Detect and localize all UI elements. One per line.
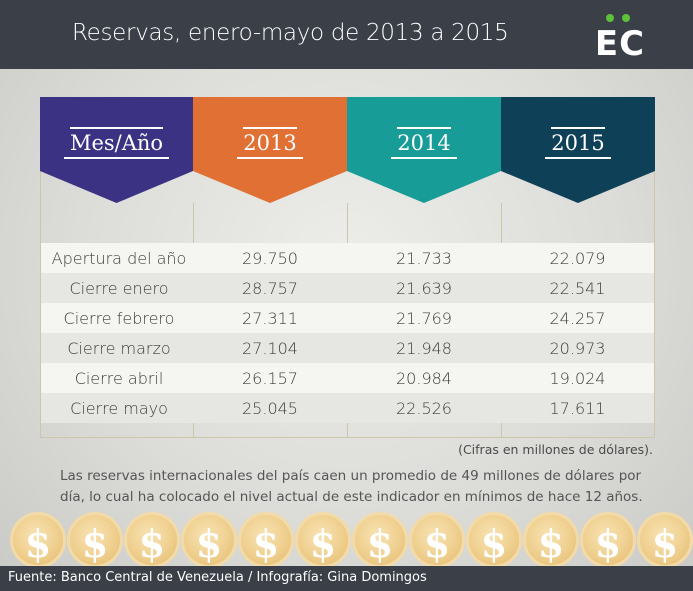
cell-value: 21.769 [396,309,452,328]
row-label: Cierre febrero [63,309,175,328]
logo-text: EC [594,24,646,64]
dollar-sign-icon: $ [81,521,109,566]
column-header-label: Mes/Año [40,127,193,159]
cell-value: 26.157 [242,369,298,388]
logo: EC [588,14,652,64]
summary-note: Las reservas internacionales del país ca… [60,468,643,505]
dollar-sign-icon: $ [24,521,52,566]
coin-icon: $ [637,512,693,568]
cell-value: 17.611 [549,399,606,418]
cell-value: 27.311 [242,309,298,328]
cell-value: 20.984 [396,369,452,388]
column-header-1: 2013 [193,97,347,203]
cell-value: 29.750 [242,249,298,268]
dollar-sign-icon: $ [423,521,451,566]
coin-icon: $ [181,512,237,568]
column-header-2: 2014 [347,97,501,203]
logo-dot-left [606,14,614,22]
coin-row: $ $ $ $ $ $ $ $ $ $ $ $ [0,512,693,570]
coin-icon: $ [238,512,294,568]
header-bar: Reservas, enero-mayo de 2013 a 2015 EC [0,0,693,69]
cell-value: 22.541 [549,279,606,298]
table-body: Apertura del año 29.750 21.733 22.079 Cierre… [41,243,654,423]
table-row: Cierre abril 26.157 20.984 19.024 [41,363,654,393]
table-row: Cierre febrero 27.311 21.769 24.257 [41,303,654,333]
coin-icon: $ [124,512,180,568]
row-label: Apertura del año [51,249,187,268]
row-label: Cierre marzo [67,339,171,358]
column-header-label: 2013 [193,127,347,159]
cell-value: 25.045 [242,399,298,418]
cell-value: 21.639 [396,279,452,298]
page-title: Reservas, enero-mayo de 2013 a 2015 [72,20,509,46]
cell-value: 19.024 [549,369,606,388]
coin-icon: $ [10,512,66,568]
units-note: (Cifras en millones de dólares). [458,442,653,457]
column-header-0: Mes/Año [40,97,193,203]
table-row: Apertura del año 29.750 21.733 22.079 [41,243,654,273]
dollar-sign-icon: $ [537,521,565,566]
dollar-sign-icon: $ [195,521,223,566]
dollar-sign-icon: $ [594,521,622,566]
cell-value: 28.757 [242,279,298,298]
dollar-sign-icon: $ [309,521,337,566]
row-label: Cierre abril [74,369,164,388]
cell-value: 21.948 [396,339,452,358]
row-label: Cierre mayo [70,399,168,418]
dollar-sign-icon: $ [651,521,679,566]
coin-icon: $ [466,512,522,568]
table-row: Cierre marzo 27.104 21.948 20.973 [41,333,654,363]
coin-icon: $ [580,512,636,568]
coin-icon: $ [523,512,579,568]
coin-icon: $ [67,512,123,568]
cell-value: 22.526 [396,399,452,418]
dollar-sign-icon: $ [252,521,280,566]
dollar-sign-icon: $ [480,521,508,566]
coin-icon: $ [352,512,408,568]
footer-bar: Fuente: Banco Central de Venezuela / Inf… [0,566,693,591]
source-credit: Fuente: Banco Central de Venezuela / Inf… [8,570,427,585]
cell-value: 24.257 [549,309,606,328]
dollar-sign-icon: $ [138,521,166,566]
row-label: Cierre enero [69,279,169,298]
column-header-label: 2014 [347,127,501,159]
column-header-3: 2015 [501,97,655,203]
logo-dot-right [622,14,630,22]
dollar-sign-icon: $ [366,521,394,566]
cell-value: 22.079 [549,249,606,268]
table-row: Cierre mayo 25.045 22.526 17.611 [41,393,654,423]
cell-value: 27.104 [242,339,298,358]
coin-icon: $ [409,512,465,568]
cell-value: 20.973 [549,339,606,358]
column-header-label: 2015 [501,127,655,159]
cell-value: 21.733 [396,249,452,268]
table-row: Cierre enero 28.757 21.639 22.541 [41,273,654,303]
coin-icon: $ [295,512,351,568]
